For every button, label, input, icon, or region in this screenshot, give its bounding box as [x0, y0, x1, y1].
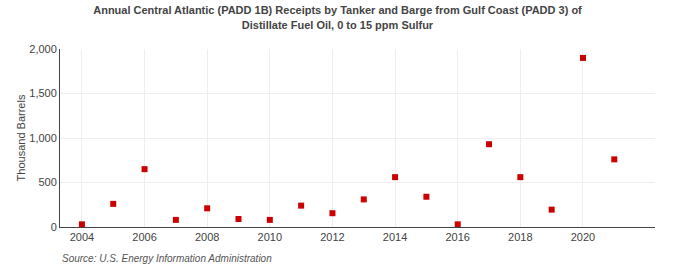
svg-text:1,500: 1,500	[29, 87, 57, 99]
svg-text:Annual Central Atlantic (PADD: Annual Central Atlantic (PADD 1B) Receip…	[93, 4, 582, 30]
svg-text:500: 500	[38, 176, 56, 188]
svg-text:2,000: 2,000	[29, 43, 57, 55]
svg-text:Thousand Barrels: Thousand Barrels	[15, 94, 27, 181]
svg-text:2004: 2004	[70, 231, 94, 243]
svg-text:2010: 2010	[258, 231, 282, 243]
svg-text:0: 0	[51, 221, 57, 233]
svg-text:1,000: 1,000	[29, 132, 57, 144]
svg-text:2016: 2016	[445, 231, 469, 243]
svg-text:2018: 2018	[508, 231, 532, 243]
svg-text:2020: 2020	[571, 231, 595, 243]
svg-text:2006: 2006	[132, 231, 156, 243]
svg-text:Source: U.S. Energy Informatio: Source: U.S. Energy Information Administ…	[62, 253, 272, 264]
svg-text:2014: 2014	[383, 231, 407, 243]
svg-text:2012: 2012	[320, 231, 344, 243]
svg-text:2008: 2008	[195, 231, 219, 243]
